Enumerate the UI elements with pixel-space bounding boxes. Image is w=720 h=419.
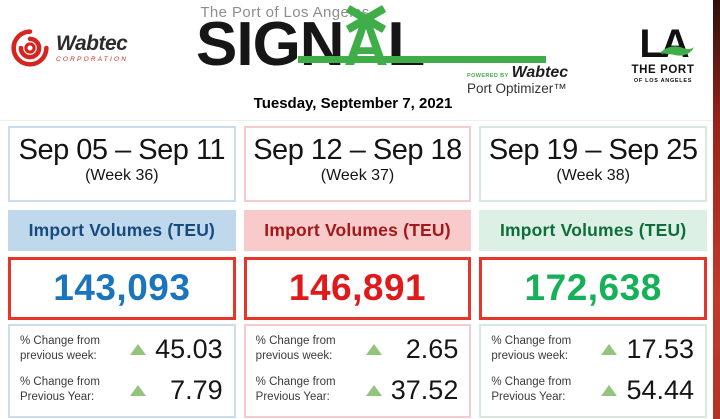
change-prev-year-row: % Change from Previous Year: 37.52: [256, 375, 462, 406]
signal-green-bar: [298, 56, 546, 63]
pola-line2: OF LOS ANGELES: [633, 77, 693, 84]
label-line1: % Change from: [491, 334, 572, 347]
screen-edge-strip: [713, 0, 720, 419]
label-line2: Previous Year:: [20, 391, 95, 404]
change-prev-year-label: % Change from Previous Year:: [20, 375, 122, 406]
la-monogram: LA: [639, 22, 689, 66]
week-number: (Week 38): [556, 167, 630, 185]
up-triangle-icon: [601, 343, 618, 355]
change-prev-week-value: 45.03: [155, 333, 223, 364]
signal-logo: SIGN A L: [196, 5, 425, 79]
report-date: Tuesday, September 7, 2021: [253, 95, 453, 112]
change-stats-box: % Change from previous week: 2.65 % Chan…: [243, 323, 472, 418]
up-triangle-icon: [365, 343, 382, 355]
wave-icon: [659, 46, 694, 56]
import-volume-value: 172,638: [524, 266, 662, 308]
up-triangle-icon: [130, 384, 146, 396]
import-volume-value: 143,093: [53, 266, 191, 308]
week-column-37: Sep 12 – Sep 18 (Week 37) Import Volumes…: [243, 126, 472, 418]
import-volume-box: 172,638: [479, 256, 708, 320]
up-triangle-icon: [130, 343, 146, 355]
change-prev-year-label: % Change from Previous Year:: [491, 375, 593, 406]
label-line2: Previous Year:: [491, 391, 566, 404]
label-line2: previous week:: [20, 350, 97, 363]
wabtec-name: Wabtec: [56, 32, 128, 55]
weeks-grid: Sep 05 – Sep 11 (Week 36) Import Volumes…: [8, 126, 708, 418]
label-line1: % Change from: [491, 375, 572, 388]
change-prev-week-label: % Change from previous week:: [491, 334, 593, 365]
change-stats-box: % Change from previous week: 45.03 % Cha…: [8, 323, 236, 418]
week-range: Sep 19 – Sep 25: [488, 134, 698, 166]
metric-label: Import Volumes (TEU): [243, 209, 472, 251]
wabtec-subtitle: CORPORATION: [56, 56, 129, 63]
label-line2: Previous Year:: [255, 391, 330, 404]
header-divider: [0, 120, 720, 121]
signal-x-icon: [342, 2, 390, 38]
week-number: (Week 37): [320, 167, 395, 185]
week-column-36: Sep 05 – Sep 11 (Week 36) Import Volumes…: [8, 126, 236, 418]
change-prev-year-row: % Change from Previous Year: 7.79: [20, 375, 226, 406]
week-range-box: Sep 05 – Sep 11 (Week 36): [8, 126, 236, 202]
label-line1: % Change from: [20, 334, 100, 347]
week-column-38: Sep 19 – Sep 25 (Week 38) Import Volumes…: [479, 126, 708, 418]
tagline: The Port of Los Angeles: [200, 4, 370, 21]
change-prev-week-row: % Change from previous week: 17.53: [491, 334, 697, 365]
signal-word-right: L: [387, 10, 425, 79]
port-of-la-logo: LA THE PORT OF LOS ANGELES: [624, 24, 702, 84]
change-prev-week-value: 2.65: [405, 333, 459, 364]
label-line2: previous week:: [255, 350, 333, 363]
signal-word-left: SIGN: [196, 10, 345, 79]
import-volume-box: 146,891: [243, 256, 472, 320]
change-prev-week-label: % Change from previous week:: [20, 334, 122, 365]
label-line2: previous week:: [491, 350, 569, 363]
import-volume-box: 143,093: [8, 256, 236, 320]
change-prev-year-row: % Change from Previous Year: 54.44: [491, 375, 697, 406]
la-monogram-wrap: LA: [639, 22, 694, 66]
import-volume-value: 146,891: [288, 266, 427, 308]
signal-letter-a-wrap: A: [344, 5, 388, 76]
week-range-box: Sep 19 – Sep 25 (Week 38): [479, 126, 708, 202]
label-line1: % Change from: [255, 375, 336, 388]
change-prev-year-value: 7.79: [170, 374, 223, 405]
powered-by-block: POWERED BY Wabtec: [467, 64, 568, 82]
change-prev-week-row: % Change from previous week: 45.03: [20, 334, 226, 365]
label-line1: % Change from: [20, 375, 100, 388]
change-prev-week-row: % Change from previous week: 2.65: [256, 334, 462, 365]
powered-by-label: POWERED BY: [467, 73, 509, 79]
change-stats-box: % Change from previous week: 17.53 % Cha…: [479, 323, 708, 418]
up-triangle-icon: [365, 384, 382, 396]
powered-brand: Wabtec: [511, 64, 569, 81]
week-number: (Week 36): [85, 167, 159, 185]
pola-line1: THE PORT: [631, 64, 695, 76]
metric-label: Import Volumes (TEU): [479, 209, 708, 251]
wabtec-logo: Wabtec CORPORATION: [10, 28, 128, 68]
up-triangle-icon: [601, 384, 618, 396]
change-prev-year-value: 54.44: [626, 374, 695, 405]
week-range-box: Sep 12 – Sep 18 (Week 37): [243, 126, 472, 202]
wabtec-swirl-icon: [11, 29, 49, 67]
week-range: Sep 12 – Sep 18: [253, 134, 462, 166]
change-prev-week-value: 17.53: [626, 333, 695, 364]
metric-label: Import Volumes (TEU): [8, 209, 236, 251]
week-range: Sep 05 – Sep 11: [18, 134, 226, 166]
port-optimizer-label: Port Optimizer™: [467, 81, 567, 96]
change-prev-week-label: % Change from previous week:: [256, 334, 358, 365]
change-prev-year-value: 37.52: [390, 374, 459, 405]
change-prev-year-label: % Change from Previous Year:: [256, 375, 358, 406]
label-line1: % Change from: [255, 334, 336, 347]
